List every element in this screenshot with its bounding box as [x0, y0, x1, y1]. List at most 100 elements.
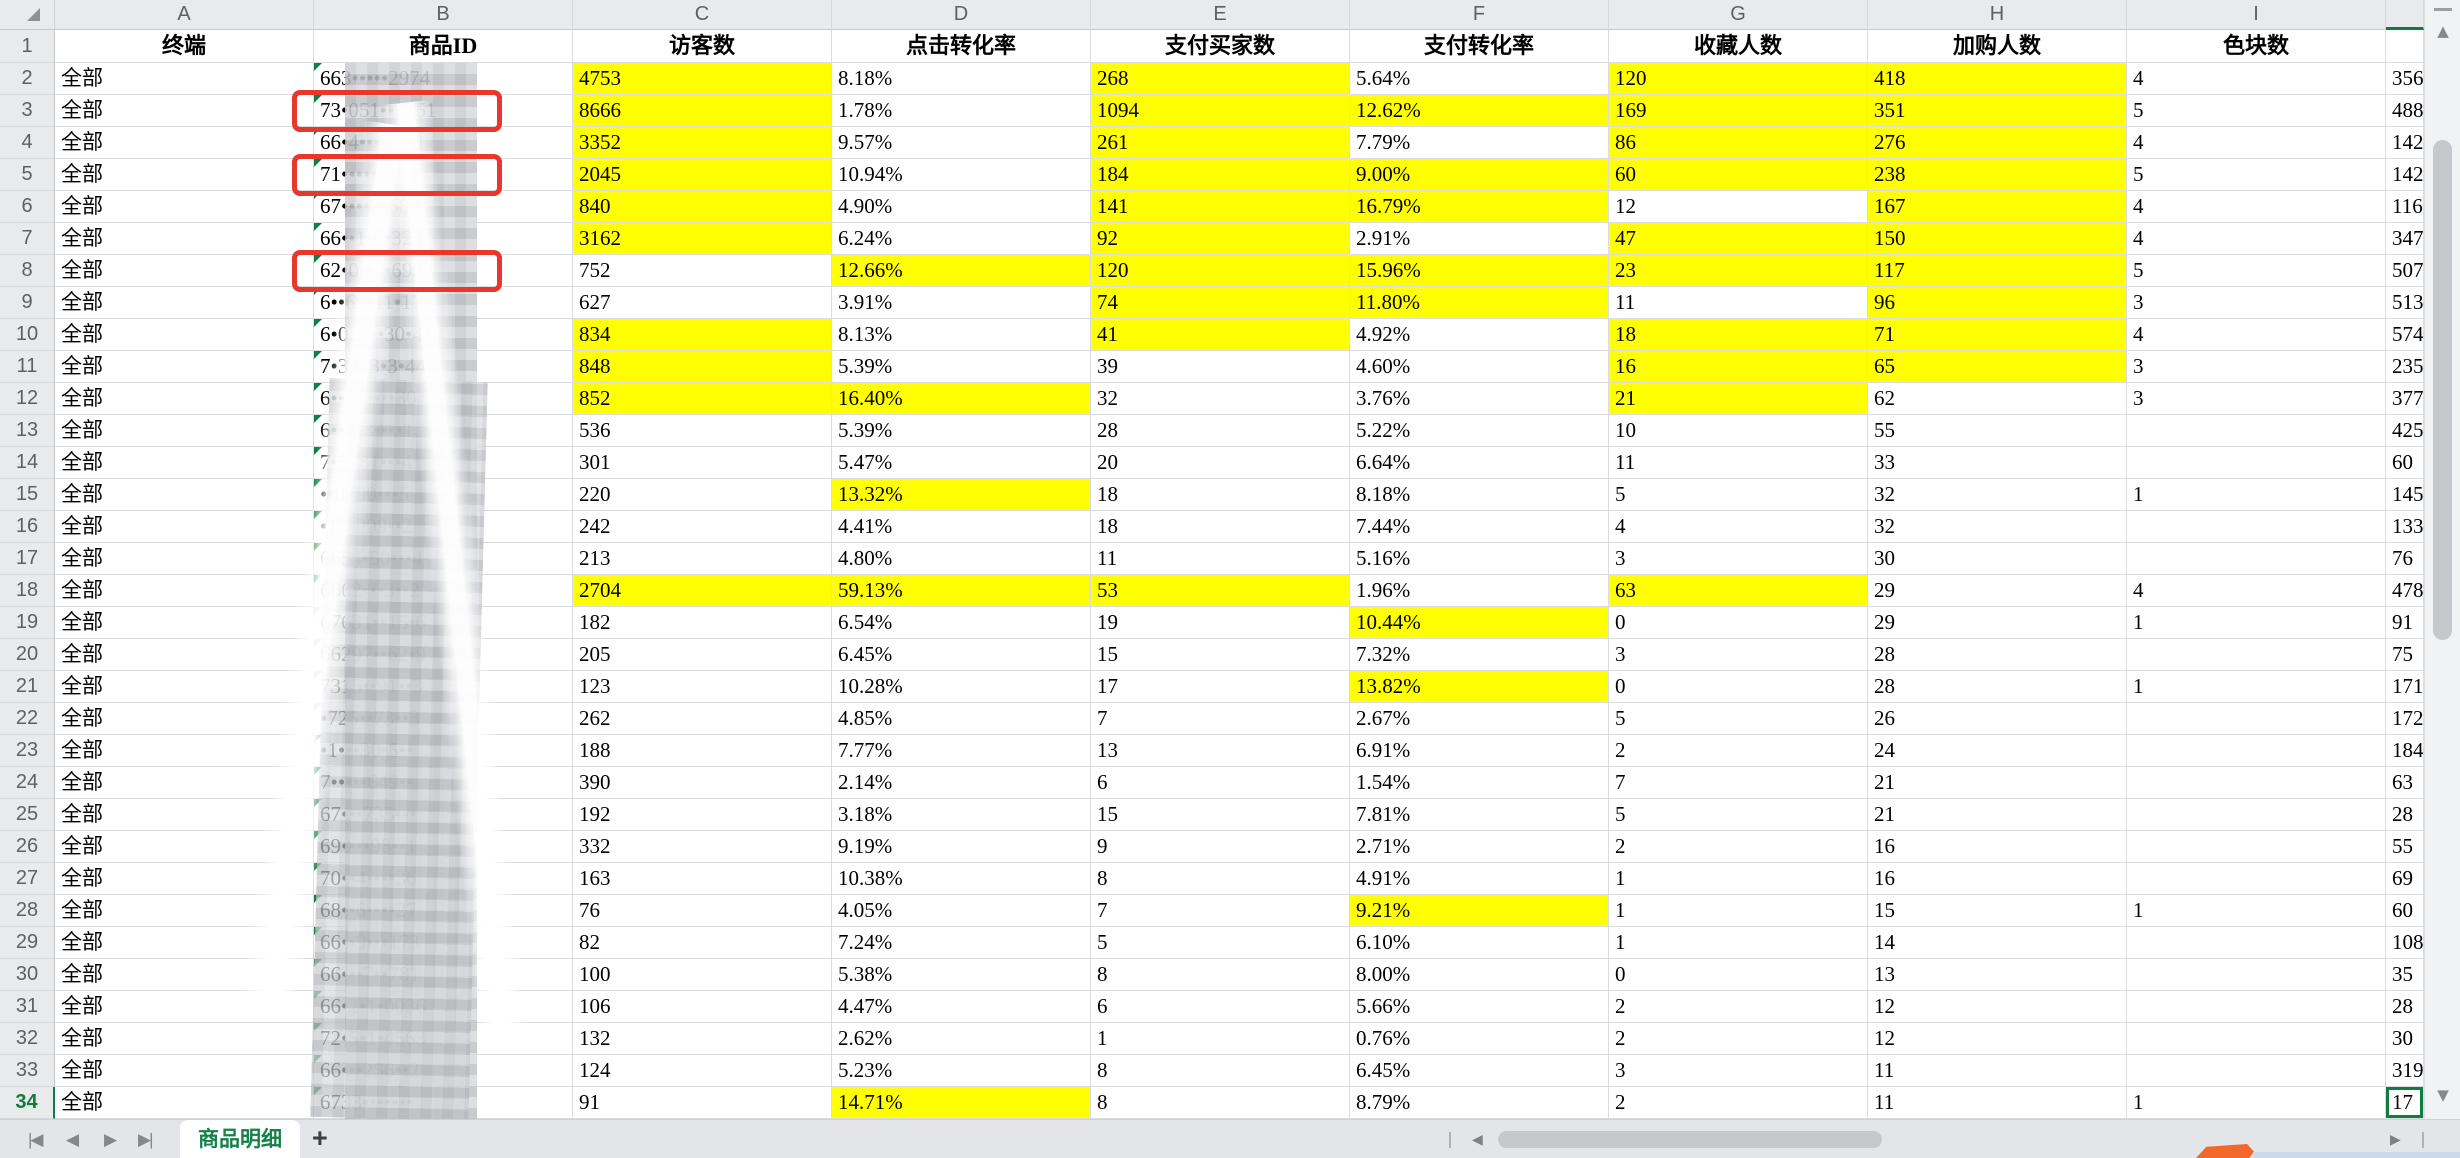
cell-C10[interactable]: 834	[573, 319, 832, 351]
cell-J12[interactable]: 3770	[2386, 383, 2424, 415]
column-header-D[interactable]: D	[832, 0, 1091, 30]
cell-J32[interactable]: 30	[2386, 1023, 2424, 1055]
cell-D29[interactable]: 7.24%	[832, 927, 1091, 959]
cell-F32[interactable]: 0.76%	[1350, 1023, 1609, 1055]
cell-F14[interactable]: 6.64%	[1350, 447, 1609, 479]
cell-C2[interactable]: 4753	[573, 63, 832, 95]
cell-J10[interactable]: 574	[2386, 319, 2424, 351]
row-header-8[interactable]: 8	[0, 255, 55, 287]
cell-A17[interactable]: 全部	[55, 543, 314, 575]
cell-G26[interactable]: 2	[1609, 831, 1868, 863]
cell-A15[interactable]: 全部	[55, 479, 314, 511]
cell-D21[interactable]: 10.28%	[832, 671, 1091, 703]
cell-D23[interactable]: 7.77%	[832, 735, 1091, 767]
scrollbar-split-handle[interactable]	[2434, 8, 2452, 11]
row-header-7[interactable]: 7	[0, 223, 55, 255]
cell-D13[interactable]: 5.39%	[832, 415, 1091, 447]
column-header-J[interactable]	[2386, 0, 2424, 30]
cell-I13[interactable]	[2127, 415, 2386, 447]
cell-F19[interactable]: 10.44%	[1350, 607, 1609, 639]
row-header-30[interactable]: 30	[0, 959, 55, 991]
cell-D9[interactable]: 3.91%	[832, 287, 1091, 319]
cell-H18[interactable]: 29	[1868, 575, 2127, 607]
cell-C17[interactable]: 213	[573, 543, 832, 575]
cell-F7[interactable]: 2.91%	[1350, 223, 1609, 255]
cell-A12[interactable]: 全部	[55, 383, 314, 415]
cell-G7[interactable]: 47	[1609, 223, 1868, 255]
cell-D2[interactable]: 8.18%	[832, 63, 1091, 95]
cell-D15[interactable]: 13.32%	[832, 479, 1091, 511]
cell-I3[interactable]: 5	[2127, 95, 2386, 127]
cell-G33[interactable]: 3	[1609, 1055, 1868, 1087]
header-cell-F1[interactable]: 支付转化率	[1350, 30, 1609, 63]
cell-D32[interactable]: 2.62%	[832, 1023, 1091, 1055]
cell-F22[interactable]: 2.67%	[1350, 703, 1609, 735]
cell-G34[interactable]: 2	[1609, 1087, 1868, 1119]
cell-D33[interactable]: 5.23%	[832, 1055, 1091, 1087]
cell-I34[interactable]: 1	[2127, 1087, 2386, 1119]
cell-C5[interactable]: 2045	[573, 159, 832, 191]
cell-G4[interactable]: 86	[1609, 127, 1868, 159]
row-header-24[interactable]: 24	[0, 767, 55, 799]
cell-E17[interactable]: 11	[1091, 543, 1350, 575]
cell-I17[interactable]	[2127, 543, 2386, 575]
cell-I25[interactable]	[2127, 799, 2386, 831]
cell-G17[interactable]: 3	[1609, 543, 1868, 575]
cell-C14[interactable]: 301	[573, 447, 832, 479]
cell-E7[interactable]: 92	[1091, 223, 1350, 255]
cell-E23[interactable]: 13	[1091, 735, 1350, 767]
cell-D26[interactable]: 9.19%	[832, 831, 1091, 863]
cell-D14[interactable]: 5.47%	[832, 447, 1091, 479]
cell-E2[interactable]: 268	[1091, 63, 1350, 95]
cell-H16[interactable]: 32	[1868, 511, 2127, 543]
column-header-H[interactable]: H	[1868, 0, 2127, 30]
cell-H24[interactable]: 21	[1868, 767, 2127, 799]
cell-C28[interactable]: 76	[573, 895, 832, 927]
hscroll-left-arrow[interactable]: ◀	[1472, 1131, 1483, 1147]
cell-E28[interactable]: 7	[1091, 895, 1350, 927]
cell-H19[interactable]: 29	[1868, 607, 2127, 639]
cell-C4[interactable]: 3352	[573, 127, 832, 159]
cell-H13[interactable]: 55	[1868, 415, 2127, 447]
cell-I31[interactable]	[2127, 991, 2386, 1023]
cell-D19[interactable]: 6.54%	[832, 607, 1091, 639]
cell-G15[interactable]: 5	[1609, 479, 1868, 511]
cell-F11[interactable]: 4.60%	[1350, 351, 1609, 383]
cell-E27[interactable]: 8	[1091, 863, 1350, 895]
row-header-13[interactable]: 13	[0, 415, 55, 447]
cell-F4[interactable]: 7.79%	[1350, 127, 1609, 159]
cell-J27[interactable]: 69	[2386, 863, 2424, 895]
column-header-F[interactable]: F	[1350, 0, 1609, 30]
cell-G27[interactable]: 1	[1609, 863, 1868, 895]
cell-E24[interactable]: 6	[1091, 767, 1350, 799]
cell-D4[interactable]: 9.57%	[832, 127, 1091, 159]
cell-H32[interactable]: 12	[1868, 1023, 2127, 1055]
cell-I12[interactable]: 3	[2127, 383, 2386, 415]
row-header-26[interactable]: 26	[0, 831, 55, 863]
cell-H27[interactable]: 16	[1868, 863, 2127, 895]
cell-I29[interactable]	[2127, 927, 2386, 959]
cell-G12[interactable]: 21	[1609, 383, 1868, 415]
row-header-28[interactable]: 28	[0, 895, 55, 927]
row-header-27[interactable]: 27	[0, 863, 55, 895]
scroll-up-arrow[interactable]: ▲	[2437, 22, 2449, 40]
row-header-6[interactable]: 6	[0, 191, 55, 223]
cell-G6[interactable]: 12	[1609, 191, 1868, 223]
cell-D17[interactable]: 4.80%	[832, 543, 1091, 575]
cell-J5[interactable]: 1429	[2386, 159, 2424, 191]
cell-A20[interactable]: 全部	[55, 639, 314, 671]
cell-C20[interactable]: 205	[573, 639, 832, 671]
header-cell-C1[interactable]: 访客数	[573, 30, 832, 63]
cell-H20[interactable]: 28	[1868, 639, 2127, 671]
row-header-18[interactable]: 18	[0, 575, 55, 607]
column-header-C[interactable]: C	[573, 0, 832, 30]
cell-H10[interactable]: 71	[1868, 319, 2127, 351]
row-header-29[interactable]: 29	[0, 927, 55, 959]
column-header-B[interactable]: B	[314, 0, 573, 30]
cell-D6[interactable]: 4.90%	[832, 191, 1091, 223]
cell-I9[interactable]: 3	[2127, 287, 2386, 319]
cell-G22[interactable]: 5	[1609, 703, 1868, 735]
cell-E26[interactable]: 9	[1091, 831, 1350, 863]
horizontal-scrollbar-thumb[interactable]	[1498, 1131, 1882, 1148]
cell-C9[interactable]: 627	[573, 287, 832, 319]
